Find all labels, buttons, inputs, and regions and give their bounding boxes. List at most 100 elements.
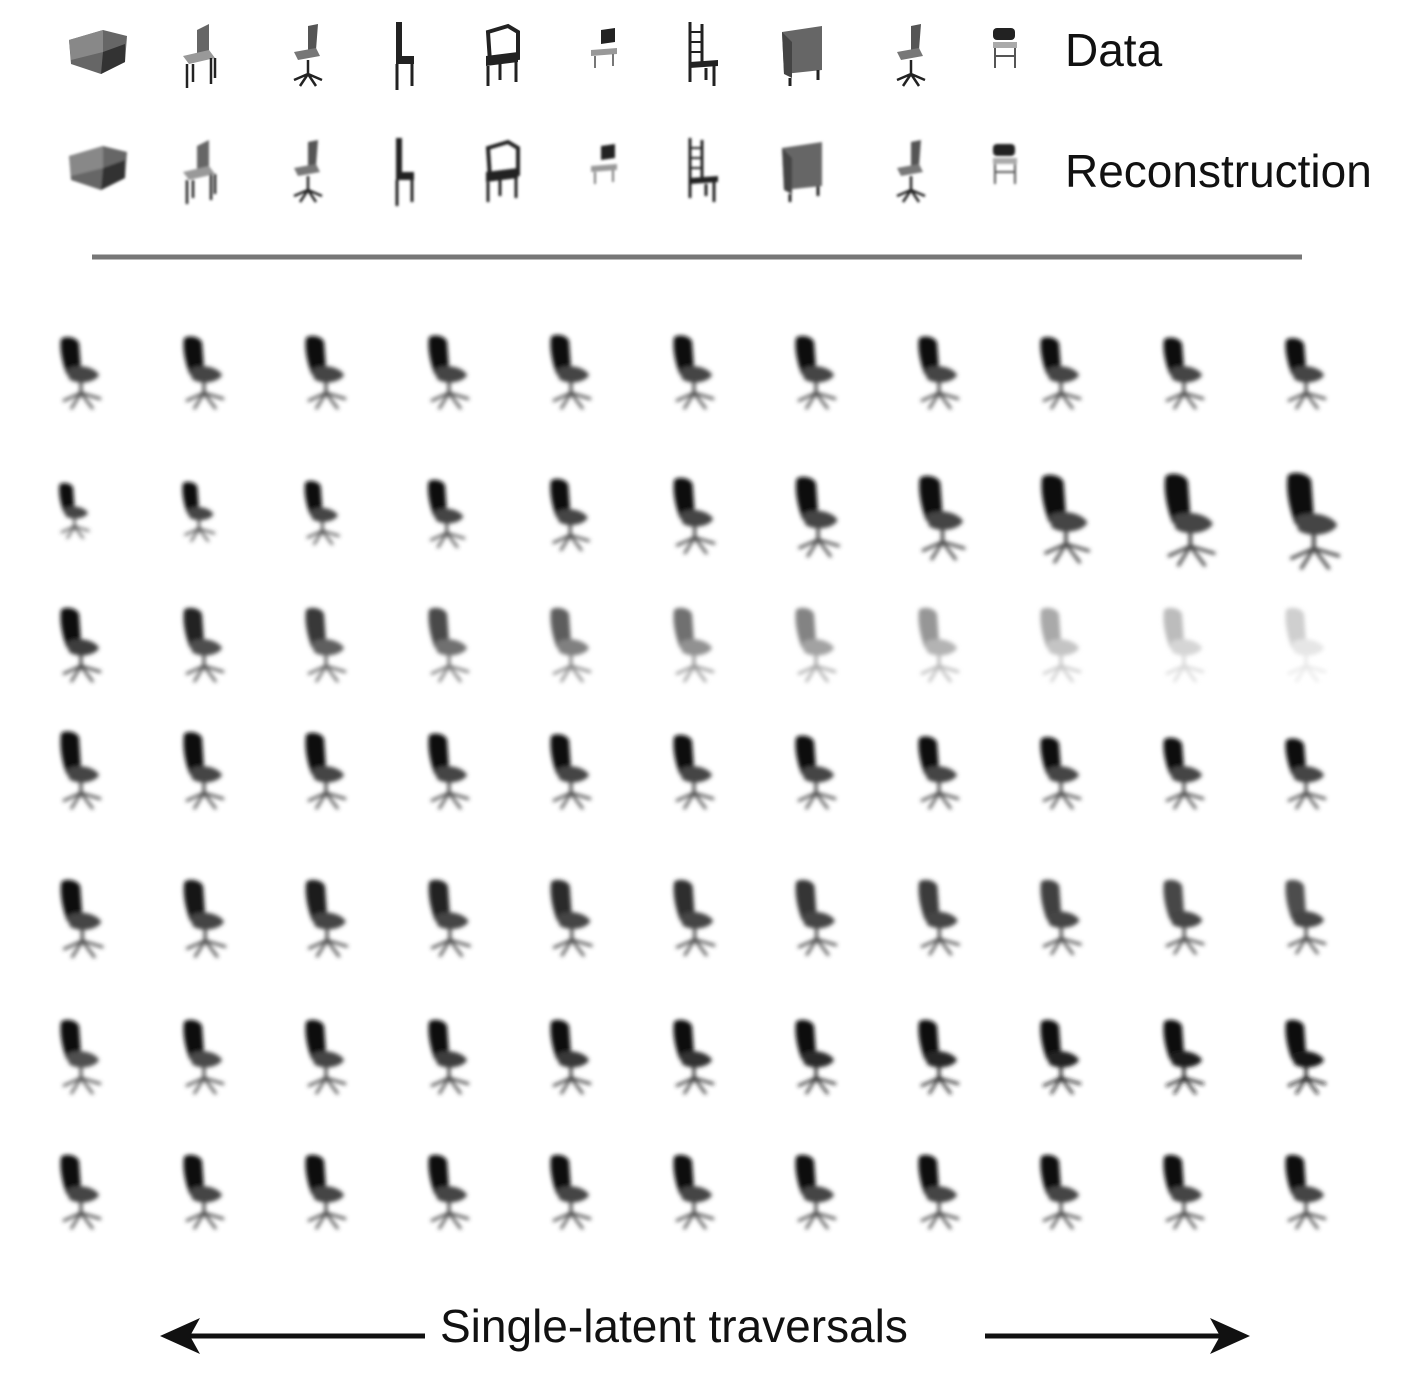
traversal-r2-c3 xyxy=(304,480,340,546)
traversal-grid xyxy=(59,334,1341,1230)
row-label-reconstruction: Reconstruction xyxy=(1065,145,1372,197)
traversal-r1-c8 xyxy=(918,336,960,410)
traversal-r6-c8 xyxy=(918,1019,960,1095)
traversal-r1-c2 xyxy=(183,336,225,410)
traversal-r6-c1 xyxy=(60,1019,102,1095)
right-arrow-icon xyxy=(1210,1318,1250,1354)
traversal-r6-c11 xyxy=(1285,1019,1327,1095)
data-row xyxy=(69,22,1017,90)
data-chair-10 xyxy=(993,28,1017,68)
traversal-r3-c5 xyxy=(550,607,592,683)
traversal-r1-c7 xyxy=(795,335,837,410)
traversal-r7-c5 xyxy=(550,1154,592,1230)
data-chair-5 xyxy=(485,23,520,86)
traversal-r2-c10 xyxy=(1164,473,1216,568)
recon-chair-10 xyxy=(993,144,1017,184)
traversal-r3-c1 xyxy=(60,607,102,683)
traversal-r7-c2 xyxy=(183,1154,225,1230)
traversal-r2-c4 xyxy=(428,479,466,549)
traversal-r4-c11 xyxy=(1285,738,1327,810)
traversal-r4-c1 xyxy=(60,731,102,810)
traversal-r2-c9 xyxy=(1041,474,1091,564)
recon-chair-6 xyxy=(591,144,617,184)
traversal-r1-c11 xyxy=(1285,338,1327,410)
traversal-r4-c9 xyxy=(1040,737,1082,810)
recon-chair-4 xyxy=(395,138,414,206)
traversal-caption: Single-latent traversals xyxy=(440,1300,908,1352)
traversal-r6-c10 xyxy=(1163,1019,1205,1095)
reconstruction-row xyxy=(69,138,1017,206)
traversal-r6-c5 xyxy=(550,1019,592,1095)
traversal-r5-c11 xyxy=(1285,879,1327,955)
recon-chair-3 xyxy=(293,140,323,203)
traversal-r5-c5 xyxy=(550,879,593,957)
traversal-r3-c10 xyxy=(1163,607,1205,683)
traversal-r7-c8 xyxy=(918,1154,960,1230)
traversal-r7-c4 xyxy=(428,1154,470,1230)
traversal-r1-c3 xyxy=(305,335,347,410)
traversal-r2-c11 xyxy=(1287,472,1341,571)
traversal-r2-c5 xyxy=(550,478,590,552)
recon-chair-2 xyxy=(183,140,217,204)
traversal-r4-c2 xyxy=(183,732,225,810)
traversal-r7-c6 xyxy=(673,1154,715,1230)
traversal-r6-c7 xyxy=(795,1019,837,1095)
recon-chair-9 xyxy=(896,140,926,203)
traversal-r5-c3 xyxy=(305,879,349,958)
recon-chair-1 xyxy=(69,146,127,190)
traversal-r6-c9 xyxy=(1040,1019,1082,1095)
traversal-r3-c8 xyxy=(918,607,960,683)
traversal-r2-c2 xyxy=(182,481,216,543)
traversal-r6-c2 xyxy=(183,1019,225,1095)
traversal-r7-c9 xyxy=(1040,1154,1082,1230)
traversal-r7-c7 xyxy=(795,1154,837,1230)
traversal-r1-c6 xyxy=(673,335,715,410)
traversal-r4-c10 xyxy=(1163,737,1205,810)
traversal-r7-c11 xyxy=(1285,1154,1327,1230)
data-chair-7 xyxy=(688,22,718,86)
traversal-r2-c1 xyxy=(59,482,90,540)
data-chair-4 xyxy=(395,22,414,90)
traversal-r4-c8 xyxy=(918,736,960,810)
traversal-r1-c4 xyxy=(428,335,470,410)
data-chair-6 xyxy=(591,28,617,68)
traversal-r1-c5 xyxy=(550,334,592,410)
traversal-r6-c3 xyxy=(305,1019,347,1095)
traversal-r4-c6 xyxy=(673,734,715,810)
left-arrow-icon xyxy=(160,1318,200,1354)
traversal-r3-c3 xyxy=(305,607,347,683)
traversal-r6-c6 xyxy=(673,1019,715,1095)
traversal-r5-c6 xyxy=(673,879,716,957)
traversal-r3-c4 xyxy=(428,607,470,683)
recon-chair-8 xyxy=(782,142,822,202)
recon-chair-5 xyxy=(485,139,520,202)
recon-chair-7 xyxy=(688,138,718,202)
traversal-r7-c1 xyxy=(60,1154,102,1230)
traversal-arrows xyxy=(160,1318,1250,1354)
traversal-r3-c9 xyxy=(1040,607,1082,683)
traversal-r1-c10 xyxy=(1163,337,1205,410)
traversal-r3-c11 xyxy=(1285,607,1327,683)
traversal-r5-c10 xyxy=(1163,879,1205,956)
traversal-r5-c7 xyxy=(795,879,838,957)
traversal-r7-c3 xyxy=(305,1154,347,1230)
traversal-caption-bar: Single-latent traversals xyxy=(0,1300,1422,1370)
data-chair-8 xyxy=(782,26,822,86)
data-chair-1 xyxy=(69,30,127,74)
data-chair-2 xyxy=(183,24,217,88)
traversal-r1-c1 xyxy=(60,337,102,410)
traversal-r2-c7 xyxy=(795,476,841,558)
traversal-r3-c7 xyxy=(795,607,837,683)
traversal-r4-c5 xyxy=(550,734,592,810)
traversal-r4-c3 xyxy=(305,732,347,810)
traversal-r3-c6 xyxy=(673,607,715,683)
traversal-r6-c4 xyxy=(428,1019,470,1095)
row-label-data: Data xyxy=(1065,24,1163,76)
data-chair-3 xyxy=(293,24,323,87)
traversal-r5-c2 xyxy=(183,879,227,959)
traversal-r4-c7 xyxy=(795,735,837,810)
data-chair-9 xyxy=(896,24,926,87)
traversal-r7-c10 xyxy=(1163,1154,1205,1230)
traversal-r2-c8 xyxy=(919,475,966,561)
